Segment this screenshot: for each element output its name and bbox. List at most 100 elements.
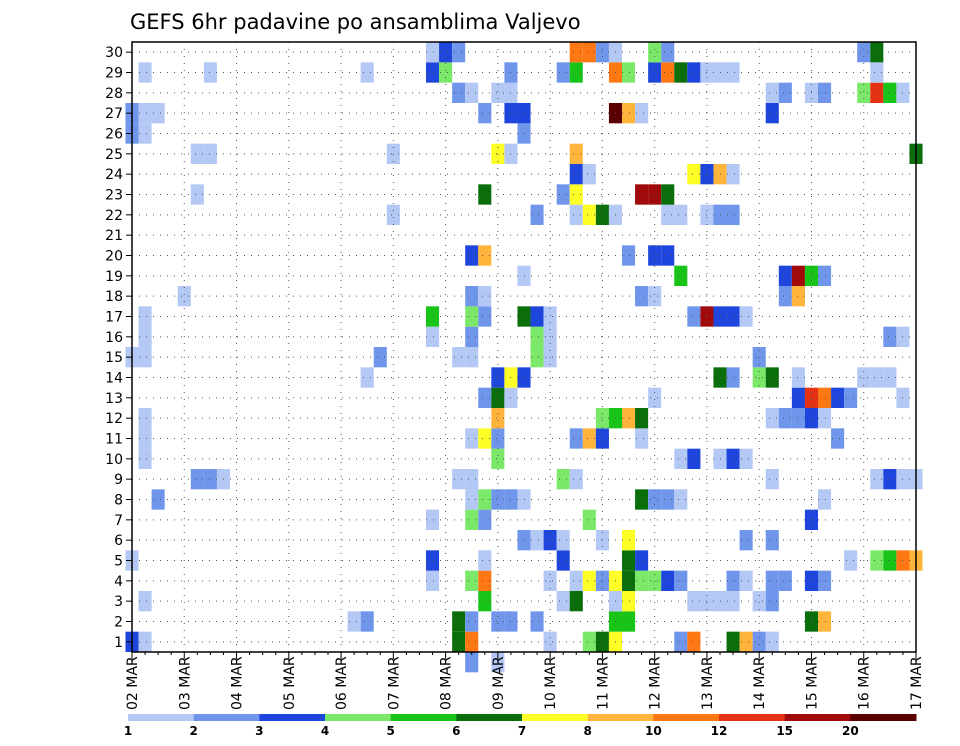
heatmap-cell [569,62,583,83]
heatmap-cell [530,204,544,225]
heatmap-cell [765,570,779,591]
heatmap-cell [452,347,466,368]
heatmap-cell [595,428,609,449]
heatmap-cell [491,652,505,673]
heatmap-cell [465,326,479,347]
heatmap-cell [190,184,204,205]
heatmap-cell [752,591,766,612]
x-tick-label: 11 MAR [595,656,611,710]
heatmap-cell [569,591,583,612]
heatmap-cell [569,204,583,225]
heatmap-cell [426,509,440,530]
heatmap-cell [138,347,152,368]
heatmap-cell [151,489,165,510]
colorbar-swatch [390,714,457,721]
heatmap-cell [648,489,662,510]
x-tick-label: 02 MAR [125,656,141,710]
x-tick-label: 09 MAR [491,656,507,710]
y-tick-label: 28 [105,86,123,102]
y-tick-label: 14 [105,371,123,387]
colorbar-swatch [784,714,851,721]
y-tick-label: 17 [105,310,123,326]
heatmap-cell [726,204,740,225]
y-tick-label: 19 [105,269,123,285]
y-axis: 1234567891011121314151617181920212223242… [105,45,132,651]
heatmap-cell [373,347,387,368]
heatmap-cell [726,448,740,469]
heatmap-cell [870,42,884,63]
heatmap-cell [648,184,662,205]
heatmap-cell [556,469,570,490]
heatmap-cell [569,143,583,164]
heatmap-cell [687,164,701,185]
heatmap-cell [360,367,374,388]
heatmap-cell [491,611,505,632]
heatmap-cell [439,62,453,83]
colorbar-swatch [719,714,786,721]
heatmap-cell [648,387,662,408]
heatmap-cell [582,631,596,652]
heatmap-cell [661,245,675,266]
heatmap-cell [465,469,479,490]
heatmap-cell [883,469,897,490]
heatmap-cell [582,428,596,449]
y-tick-label: 18 [105,289,123,305]
y-tick-label: 20 [105,249,123,265]
heatmap-cell [857,42,871,63]
heatmap-cell [765,469,779,490]
colorbar-label: 6 [452,724,460,738]
heatmap-cell [530,326,544,347]
colorbar-swatch [325,714,392,721]
heatmap-cell [491,387,505,408]
heatmap-cell [491,448,505,469]
heatmap-cell [465,570,479,591]
heatmap-cell [831,387,845,408]
heatmap-cell [765,591,779,612]
heatmap-cell [138,428,152,449]
heatmap-cell [478,550,492,571]
y-tick-label: 30 [105,45,123,61]
heatmap-cell [661,184,675,205]
heatmap-cell [622,591,636,612]
heatmap-cell [556,530,570,551]
y-tick-label: 24 [105,167,123,183]
heatmap-cell [138,408,152,429]
heatmap-cell [138,103,152,124]
heatmap-cell [426,306,440,327]
cells-layer [125,42,923,673]
x-tick-label: 05 MAR [282,656,298,710]
heatmap-cell [569,570,583,591]
heatmap-cell [844,550,858,571]
colorbar-label: 4 [321,724,329,738]
heatmap-cell [674,570,688,591]
heatmap-cell [190,469,204,490]
heatmap-cell [635,103,649,124]
heatmap-cell [426,550,440,571]
heatmap-cell [674,489,688,510]
x-tick-label: 10 MAR [543,656,559,710]
heatmap-cell [622,408,636,429]
heatmap-cell [648,570,662,591]
heatmap-cell [386,143,400,164]
colorbar-label: 1 [124,724,132,738]
heatmap-cell [739,570,753,591]
heatmap-cell [452,82,466,103]
heatmap-cell [595,204,609,225]
y-tick-label: 16 [105,330,123,346]
x-tick-label: 03 MAR [177,656,193,710]
heatmap-cell [622,245,636,266]
heatmap-cell [739,631,753,652]
heatmap-cell [674,265,688,286]
x-tick-label: 17 MAR [909,656,925,710]
x-tick-label: 07 MAR [386,656,402,710]
heatmap-cell [791,387,805,408]
heatmap-cell [491,367,505,388]
heatmap-cell [478,286,492,307]
heatmap-cell [674,204,688,225]
heatmap-cell [726,591,740,612]
colorbar-label: 15 [776,724,793,738]
heatmap-cell [556,62,570,83]
y-tick-label: 29 [105,66,123,82]
colorbar-swatch [850,714,917,721]
